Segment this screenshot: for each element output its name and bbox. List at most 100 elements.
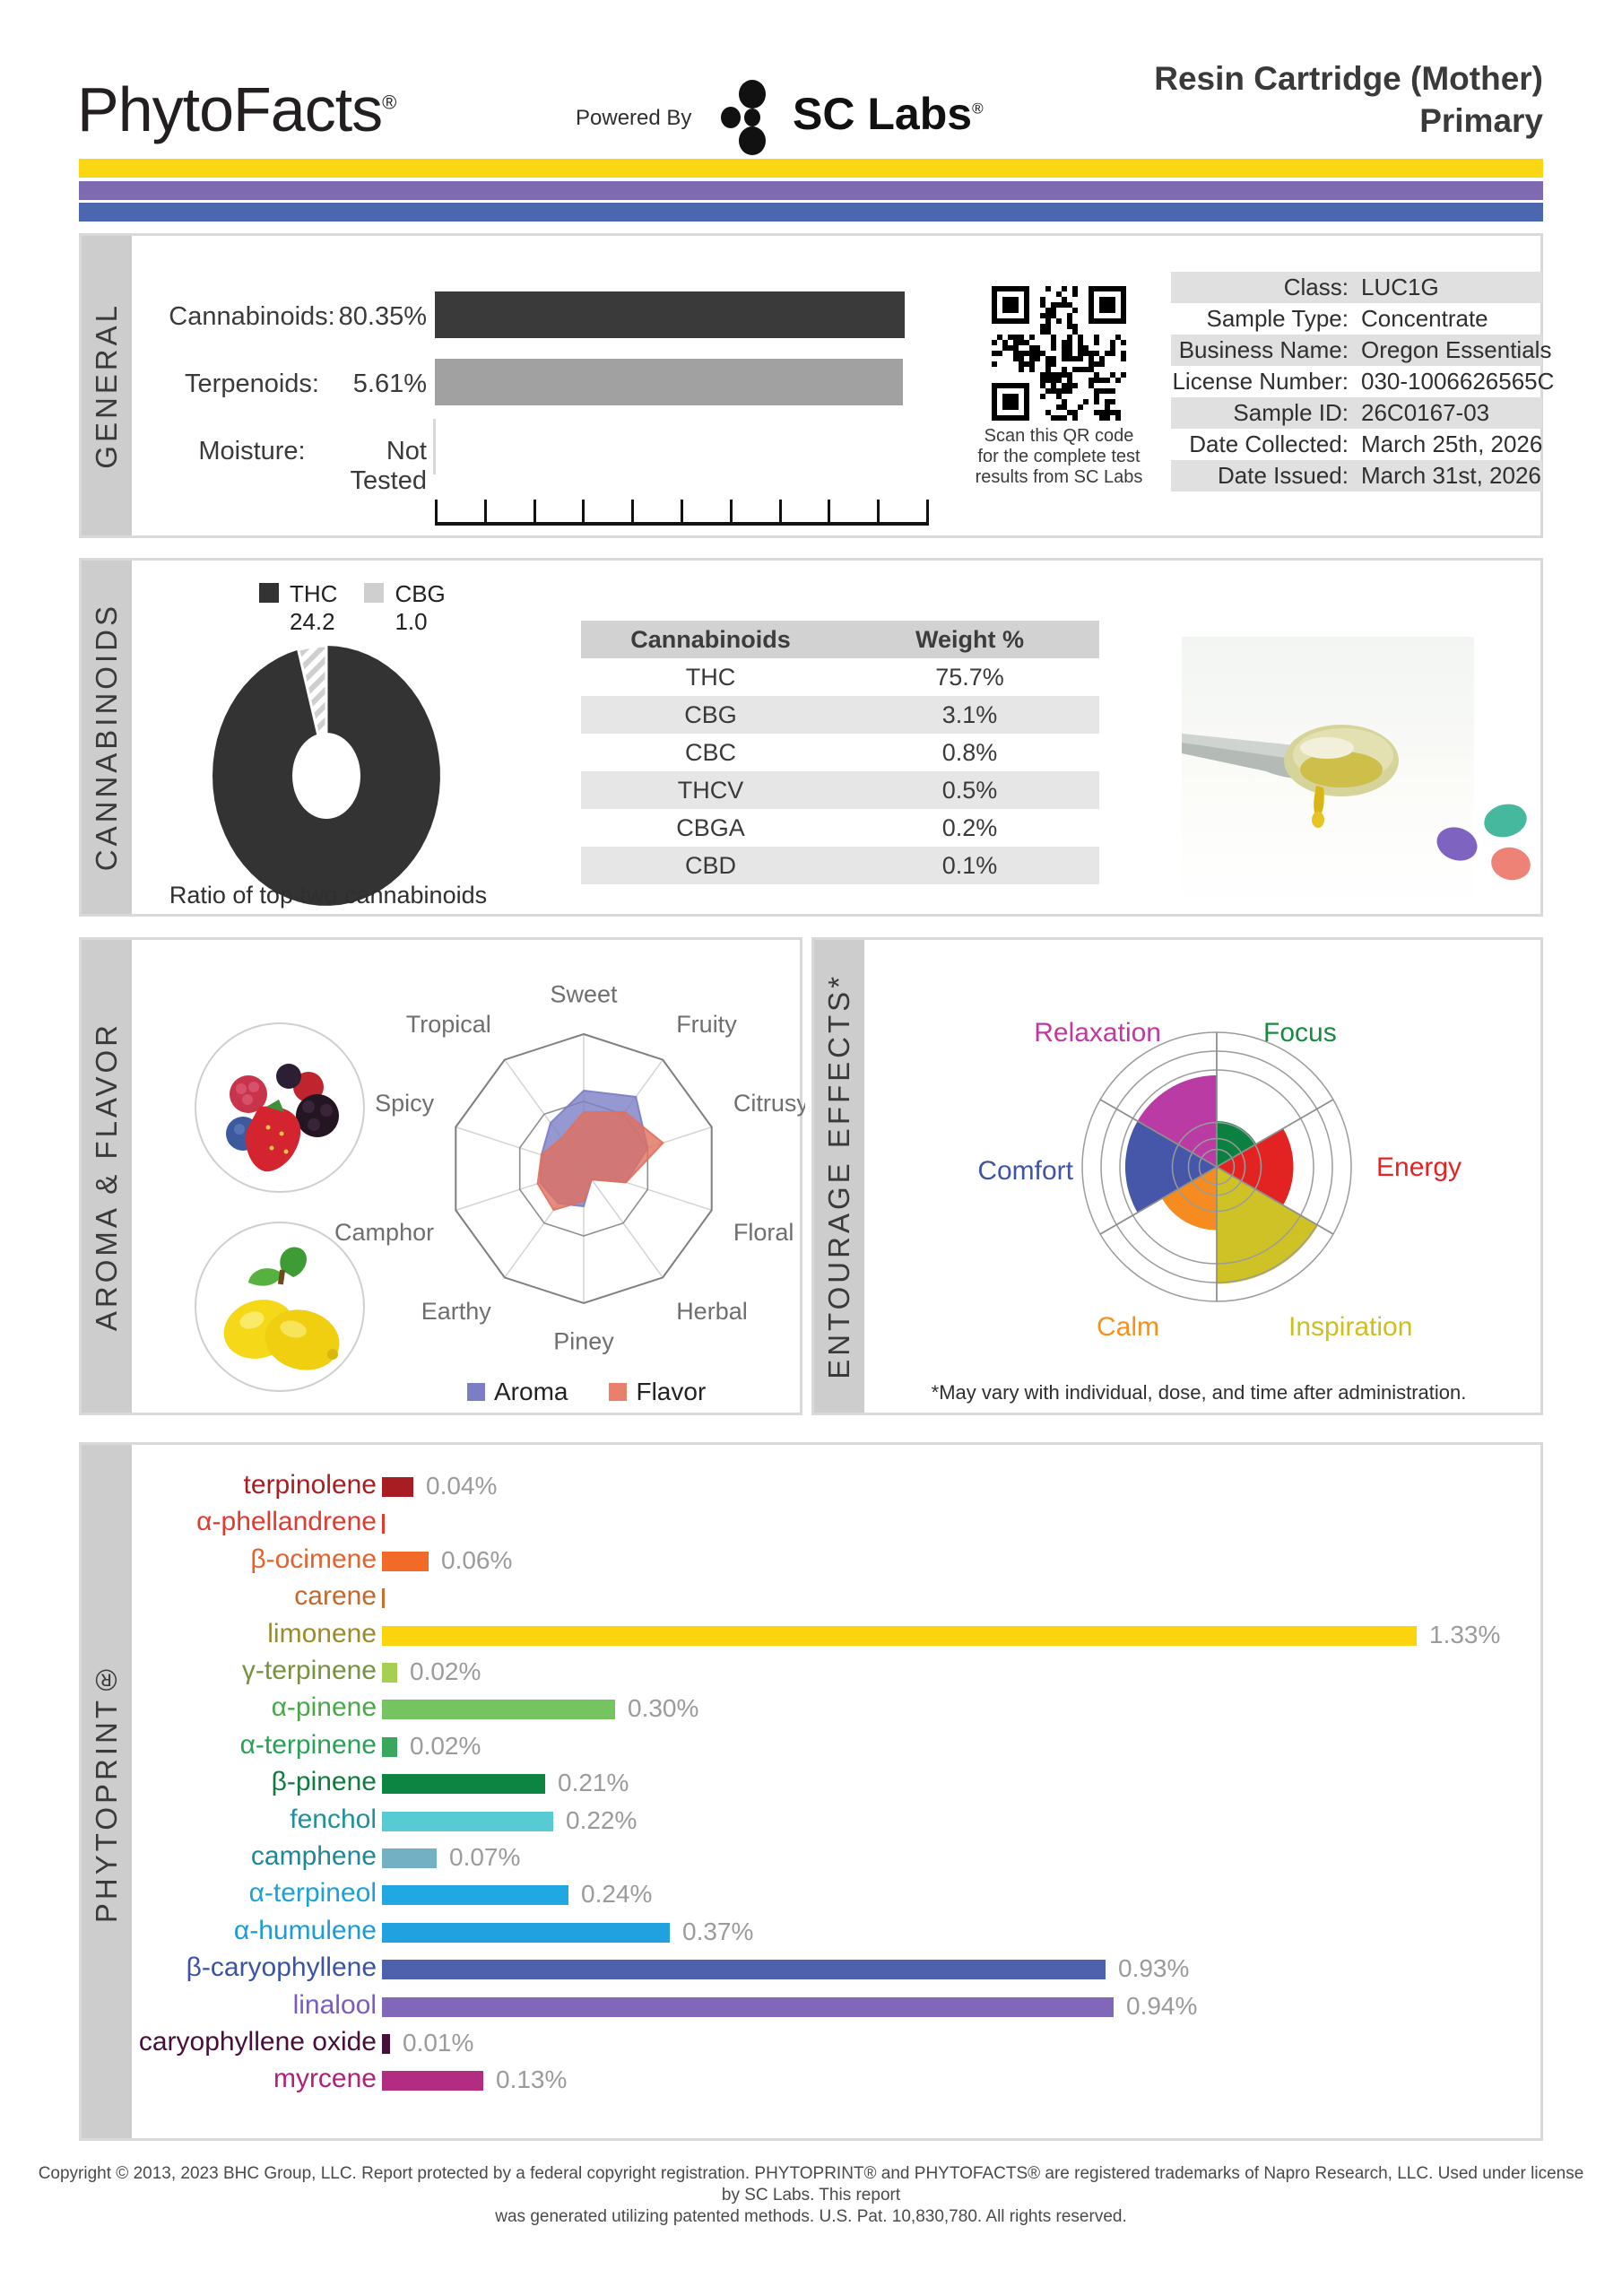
aroma-flavor-section: AROMA & FLAVOR xyxy=(79,937,805,1415)
report-title-line1: Resin Cartridge (Mother) xyxy=(1154,60,1543,97)
terpene-label: α-pinene xyxy=(271,1692,377,1723)
info-row: Date Collected: March 25th, 2026 xyxy=(1171,429,1542,460)
composition-bar xyxy=(435,359,903,405)
terpene-label: α-terpinene xyxy=(239,1729,377,1760)
terpene-value: 0.24% xyxy=(581,1880,653,1909)
legend-label: Aroma xyxy=(494,1378,568,1405)
entourage-footnote: *May vary with individual, dose, and tim… xyxy=(931,1381,1467,1404)
cannabinoid-table-cell: 75.7% xyxy=(935,664,1004,691)
info-row: Date Issued: March 31st, 2026 xyxy=(1171,460,1542,491)
terpene-label: fenchol xyxy=(290,1804,377,1834)
registered-mark: ® xyxy=(382,91,396,114)
info-label: License Number: xyxy=(1172,368,1349,395)
cannabinoid-table-cell: 0.8% xyxy=(941,739,998,766)
terpene-label: limonene xyxy=(267,1618,377,1648)
info-label: Sample Type: xyxy=(1206,305,1349,332)
radar-axis-label: Earthy xyxy=(421,1298,492,1325)
info-value: 26C0167-03 xyxy=(1361,399,1490,426)
cannabinoid-table-cell: CBGA xyxy=(676,814,745,841)
terpene-label: γ-terpinene xyxy=(241,1656,377,1685)
qr-code xyxy=(992,286,1126,421)
info-row: Sample Type: Concentrate xyxy=(1171,303,1542,335)
info-value: March 31st, 2026 xyxy=(1361,462,1541,489)
general-section-label-bar: GENERAL xyxy=(82,236,132,535)
entourage-sector-label: Calm xyxy=(1097,1312,1159,1342)
cannabinoid-table-cell: THCV xyxy=(677,777,744,804)
berries-photo xyxy=(195,1022,365,1193)
info-value: LUC1G xyxy=(1361,274,1439,300)
entourage-section-label-bar: ENTOURAGE EFFECTS* xyxy=(814,940,864,1413)
terpene-value: 0.13% xyxy=(496,2066,568,2094)
cannabinoids-section-label: CANNABINOIDS xyxy=(90,603,123,872)
axis-tick xyxy=(483,500,533,522)
composition-label: Terpenoids: xyxy=(185,370,319,398)
entourage-sector-label: Energy xyxy=(1376,1152,1462,1182)
composition-bar xyxy=(435,291,905,338)
composition-label: Moisture: xyxy=(198,437,306,465)
donut-legend-item: CBG 1.0 xyxy=(364,580,446,636)
terpene-bar xyxy=(382,1588,385,1609)
general-section-label: GENERAL xyxy=(90,302,123,469)
radar-axis-label: Fruity xyxy=(676,1011,737,1038)
cannabinoids-section-label-bar: CANNABINOIDS xyxy=(82,561,132,914)
cannabinoid-table-cell: 0.1% xyxy=(941,852,998,879)
cannabinoid-table-cell: THC xyxy=(685,664,736,691)
cannabinoid-table-header: Cannabinoids Weight % xyxy=(581,621,1099,658)
terpene-label: caryophyllene oxide xyxy=(138,2027,377,2057)
info-label: Date Collected: xyxy=(1189,430,1349,457)
report-title: Resin Cartridge (Mother) Primary xyxy=(1154,57,1543,142)
copyright-line1: Copyright © 2013, 2023 BHC Group, LLC. R… xyxy=(38,2164,1584,2205)
terpene-label: myrcene xyxy=(273,2064,377,2094)
terpene-label: β-caryophyllene xyxy=(186,1952,377,1983)
aroma-swatch-icon xyxy=(467,1383,485,1401)
terpene-bar xyxy=(382,1736,397,1757)
axis-tick xyxy=(877,500,929,522)
info-row: Business Name: Oregon Essentials xyxy=(1171,335,1551,366)
radar-axis-label: Spicy xyxy=(375,1090,435,1117)
axis-tick xyxy=(680,500,730,522)
phytofacts-logo: PhytoFacts® xyxy=(77,74,396,144)
axis-tick xyxy=(729,500,779,522)
terpene-bar xyxy=(382,1996,1114,2017)
terpene-value: 0.02% xyxy=(410,1731,481,1760)
terpene-value: 0.93% xyxy=(1118,1954,1190,1983)
sample-info-table: Class: LUC1G Sample Type: Concentrate Busine… xyxy=(1171,272,1554,491)
entourage-sector-label: Focus xyxy=(1263,1018,1337,1048)
axis-tick xyxy=(778,500,828,522)
radar-axis-label: Tropical xyxy=(406,1011,491,1038)
terpene-label: β-pinene xyxy=(271,1767,377,1797)
sc-labs-wordmark: SC Labs® xyxy=(793,89,984,139)
cannabinoid-table-row: THCV 0.5% xyxy=(581,771,1099,809)
info-value: 030-1006626565C xyxy=(1361,368,1555,395)
lemons-photo xyxy=(195,1222,365,1392)
terpene-bar xyxy=(382,1625,1417,1646)
terpene-label: β-ocimene xyxy=(250,1544,377,1574)
terpene-bar xyxy=(382,2071,483,2092)
header-stripe-blue xyxy=(79,203,1543,222)
terpene-bar xyxy=(382,1514,385,1535)
entourage-sector-label: Comfort xyxy=(977,1156,1073,1186)
sc-labs-logo-icon xyxy=(721,80,766,155)
terpene-bar xyxy=(382,1774,545,1795)
cannabinoid-table-row: CBD 0.1% xyxy=(581,847,1099,884)
info-value: March 25th, 2026 xyxy=(1361,430,1543,457)
composition-value: 80.35% xyxy=(338,302,427,331)
phytoprint-section-label: PHYTOPRINT® xyxy=(90,1659,123,1924)
cannabinoid-table-cell: CBD xyxy=(684,852,736,879)
donut-legend-item: THC 24.2 xyxy=(259,580,337,636)
terpene-bar xyxy=(382,1663,397,1683)
qr-caption: Scan this QR code for the complete test … xyxy=(975,426,1143,487)
sc-labs-color-dots-icon xyxy=(1436,804,1531,881)
cannabinoid-table-row: CBG 3.1% xyxy=(581,696,1099,734)
composition-label: Cannabinoids: xyxy=(169,302,335,331)
entourage-sector-label: Relaxation xyxy=(1034,1018,1161,1048)
aroma-flavor-legend-item: Flavor xyxy=(609,1378,706,1406)
aroma-flavor-radar-chart: Sweet Fruity Citrusy Floral Herbal Piney Earth… xyxy=(334,981,805,1355)
radar-axis-label: Floral xyxy=(733,1219,794,1246)
axis-tick xyxy=(533,500,583,522)
cannabinoid-table-cell: CBC xyxy=(684,739,736,766)
cannabinoid-table-row: CBGA 0.2% xyxy=(581,809,1099,847)
cannabinoid-table-cell: 0.5% xyxy=(941,777,998,804)
composition-value: Not Tested xyxy=(350,437,427,495)
terpene-bar xyxy=(382,1848,437,1868)
